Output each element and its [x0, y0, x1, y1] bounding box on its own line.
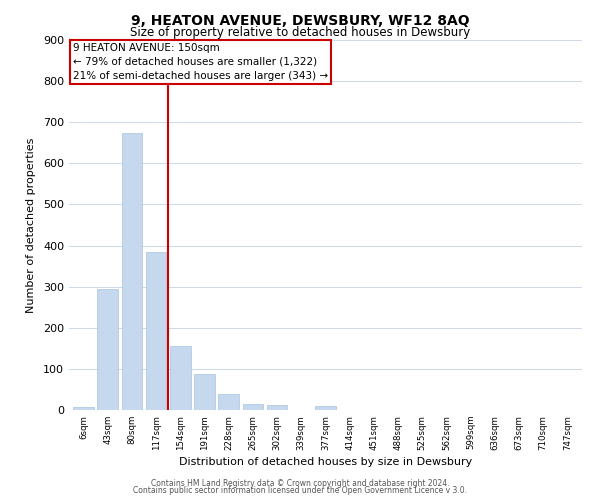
Bar [315, 406, 336, 410]
Text: Contains HM Land Registry data © Crown copyright and database right 2024.: Contains HM Land Registry data © Crown c… [151, 478, 449, 488]
Bar [122, 132, 142, 410]
Bar [194, 374, 215, 410]
Text: Contains public sector information licensed under the Open Government Licence v : Contains public sector information licen… [133, 486, 467, 495]
Bar [170, 346, 191, 410]
Bar [146, 252, 166, 410]
Text: 9 HEATON AVENUE: 150sqm
← 79% of detached houses are smaller (1,322)
21% of semi: 9 HEATON AVENUE: 150sqm ← 79% of detache… [73, 43, 328, 81]
Text: Size of property relative to detached houses in Dewsbury: Size of property relative to detached ho… [130, 26, 470, 39]
X-axis label: Distribution of detached houses by size in Dewsbury: Distribution of detached houses by size … [179, 456, 472, 466]
Bar [267, 405, 287, 410]
Y-axis label: Number of detached properties: Number of detached properties [26, 138, 36, 312]
Bar [218, 394, 239, 410]
Bar [97, 288, 118, 410]
Bar [73, 406, 94, 410]
Text: 9, HEATON AVENUE, DEWSBURY, WF12 8AQ: 9, HEATON AVENUE, DEWSBURY, WF12 8AQ [131, 14, 469, 28]
Bar [242, 404, 263, 410]
